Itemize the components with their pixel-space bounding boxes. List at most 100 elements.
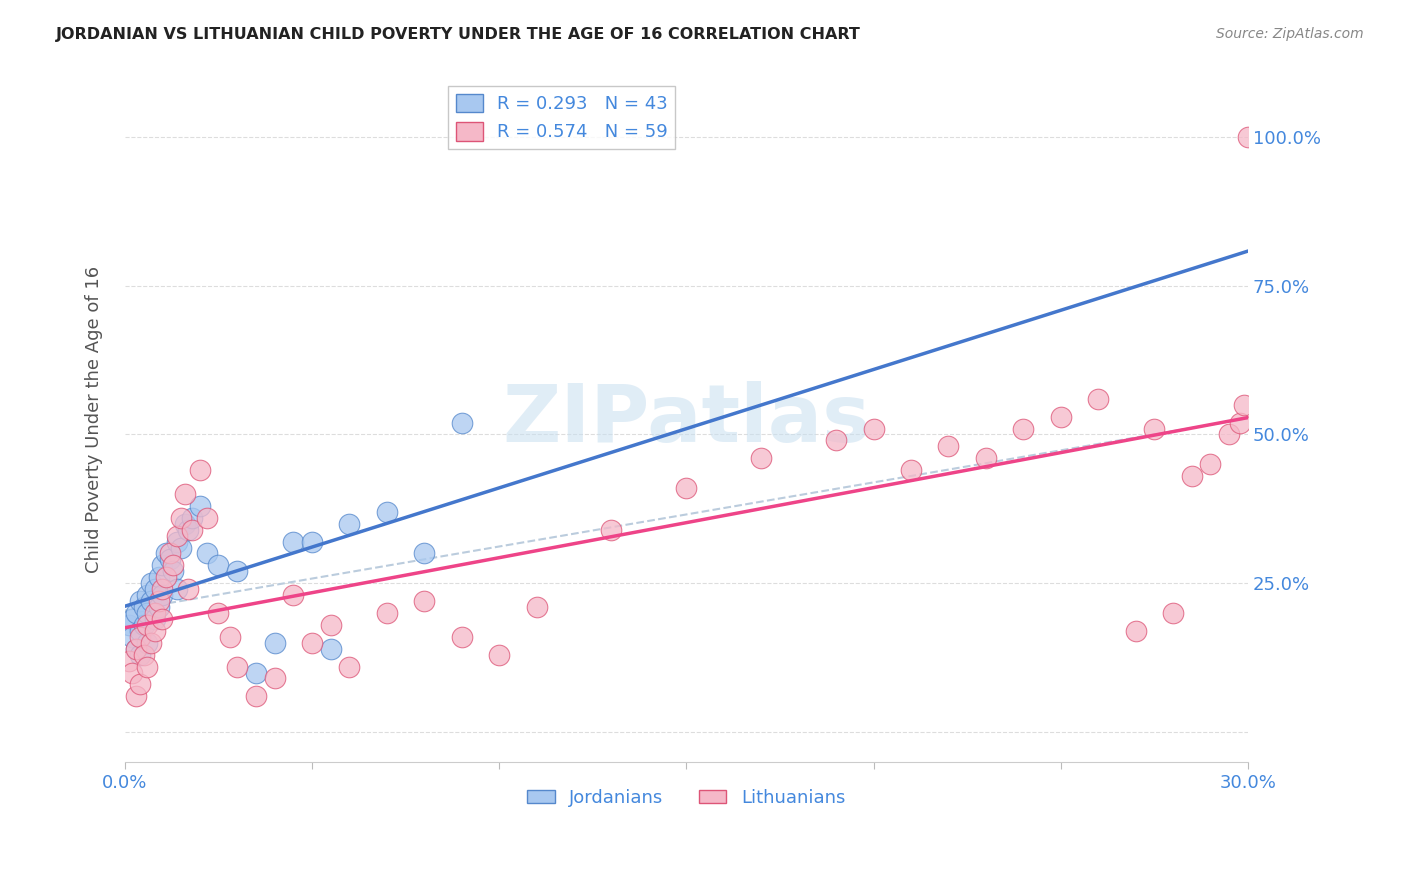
Text: Source: ZipAtlas.com: Source: ZipAtlas.com	[1216, 27, 1364, 41]
Legend: Jordanians, Lithuanians: Jordanians, Lithuanians	[520, 782, 852, 814]
Point	[177, 523, 200, 537]
Point	[450, 416, 472, 430]
Point	[170, 541, 193, 555]
Point	[263, 672, 285, 686]
Point	[143, 624, 166, 638]
Point	[143, 606, 166, 620]
Point	[675, 481, 697, 495]
Point	[1125, 624, 1147, 638]
Point	[132, 648, 155, 662]
Point	[177, 582, 200, 597]
Point	[526, 600, 548, 615]
Point	[1049, 409, 1071, 424]
Point	[1229, 416, 1251, 430]
Point	[181, 523, 204, 537]
Point	[121, 612, 143, 626]
Point	[1087, 392, 1109, 406]
Point	[218, 630, 240, 644]
Point	[1012, 421, 1035, 435]
Point	[173, 487, 195, 501]
Point	[150, 582, 173, 597]
Point	[245, 665, 267, 680]
Point	[319, 618, 342, 632]
Point	[600, 523, 623, 537]
Point	[245, 690, 267, 704]
Point	[162, 558, 184, 573]
Point	[188, 463, 211, 477]
Point	[128, 624, 150, 638]
Point	[148, 600, 170, 615]
Point	[339, 659, 361, 673]
Point	[301, 534, 323, 549]
Point	[148, 570, 170, 584]
Point	[1233, 398, 1256, 412]
Point	[128, 594, 150, 608]
Point	[488, 648, 510, 662]
Point	[319, 641, 342, 656]
Point	[413, 594, 436, 608]
Point	[226, 659, 249, 673]
Point	[139, 594, 162, 608]
Point	[749, 451, 772, 466]
Point	[900, 463, 922, 477]
Point	[139, 576, 162, 591]
Point	[148, 594, 170, 608]
Point	[283, 534, 305, 549]
Point	[125, 690, 148, 704]
Point	[375, 505, 398, 519]
Point	[162, 565, 184, 579]
Point	[125, 641, 148, 656]
Point	[974, 451, 997, 466]
Point	[166, 582, 188, 597]
Point	[226, 565, 249, 579]
Point	[121, 665, 143, 680]
Point	[159, 547, 181, 561]
Point	[136, 636, 159, 650]
Point	[159, 552, 181, 566]
Point	[283, 588, 305, 602]
Point	[143, 582, 166, 597]
Point	[170, 510, 193, 524]
Point	[150, 588, 173, 602]
Point	[207, 558, 229, 573]
Point	[121, 630, 143, 644]
Point	[413, 547, 436, 561]
Point	[155, 547, 177, 561]
Point	[263, 636, 285, 650]
Point	[128, 630, 150, 644]
Point	[375, 606, 398, 620]
Point	[188, 499, 211, 513]
Point	[181, 510, 204, 524]
Point	[1199, 457, 1222, 471]
Point	[450, 630, 472, 644]
Point	[136, 588, 159, 602]
Point	[117, 654, 139, 668]
Point	[301, 636, 323, 650]
Point	[155, 570, 177, 584]
Point	[150, 558, 173, 573]
Point	[1181, 469, 1204, 483]
Point	[128, 677, 150, 691]
Text: JORDANIAN VS LITHUANIAN CHILD POVERTY UNDER THE AGE OF 16 CORRELATION CHART: JORDANIAN VS LITHUANIAN CHILD POVERTY UN…	[56, 27, 860, 42]
Point	[207, 606, 229, 620]
Point	[938, 439, 960, 453]
Point	[339, 516, 361, 531]
Point	[136, 618, 159, 632]
Text: ZIPatlas: ZIPatlas	[502, 381, 870, 458]
Point	[195, 510, 218, 524]
Point	[1237, 130, 1260, 145]
Point	[125, 641, 148, 656]
Point	[132, 618, 155, 632]
Point	[1143, 421, 1166, 435]
Point	[139, 636, 162, 650]
Point	[1218, 427, 1240, 442]
Point	[143, 612, 166, 626]
Point	[166, 528, 188, 542]
Point	[136, 606, 159, 620]
Point	[195, 547, 218, 561]
Point	[128, 648, 150, 662]
Point	[132, 600, 155, 615]
Point	[117, 618, 139, 632]
Point	[125, 606, 148, 620]
Point	[173, 516, 195, 531]
